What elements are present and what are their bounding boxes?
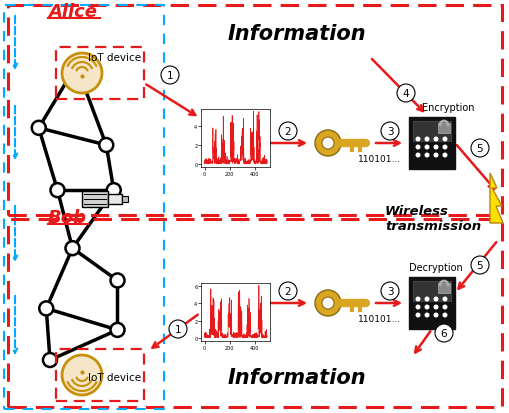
Circle shape (50, 184, 64, 198)
Bar (437, 283, 449, 293)
Circle shape (433, 137, 438, 142)
Circle shape (278, 123, 296, 141)
Text: Wireless
transmission: Wireless transmission (384, 204, 480, 233)
Text: 3: 3 (386, 127, 392, 137)
Circle shape (423, 153, 429, 158)
Circle shape (110, 274, 124, 288)
Text: Decryption: Decryption (408, 262, 462, 272)
Circle shape (423, 313, 429, 318)
Circle shape (423, 137, 429, 142)
Bar (56, 349, 144, 401)
Circle shape (62, 54, 102, 94)
Text: 110101...: 110101... (357, 315, 401, 324)
Circle shape (415, 305, 420, 310)
Text: IoT device: IoT device (88, 53, 141, 63)
Circle shape (433, 305, 438, 310)
Text: 110101...: 110101... (357, 155, 401, 164)
Circle shape (470, 140, 488, 158)
Circle shape (442, 297, 446, 302)
Circle shape (423, 305, 429, 310)
Bar (8, 6, 501, 216)
Circle shape (321, 138, 333, 150)
Circle shape (433, 313, 438, 318)
Circle shape (321, 297, 333, 309)
Circle shape (69, 59, 83, 73)
Circle shape (442, 153, 446, 158)
Circle shape (39, 301, 53, 316)
Bar (8, 219, 501, 407)
Circle shape (110, 323, 124, 337)
Circle shape (415, 313, 420, 318)
Circle shape (415, 297, 420, 302)
Circle shape (315, 131, 341, 157)
Text: 5: 5 (476, 260, 483, 271)
Text: 1: 1 (166, 71, 173, 81)
Circle shape (442, 137, 446, 142)
Text: Information: Information (228, 24, 366, 44)
Circle shape (470, 256, 488, 274)
Bar (437, 124, 449, 134)
Circle shape (65, 242, 79, 256)
Circle shape (433, 145, 438, 150)
Circle shape (423, 297, 429, 302)
Text: 3: 3 (386, 286, 392, 296)
Text: 2: 2 (284, 127, 291, 137)
Text: 4: 4 (402, 89, 409, 99)
Text: 2: 2 (284, 286, 291, 296)
Circle shape (433, 153, 438, 158)
Bar (412, 122, 450, 142)
Bar (56, 48, 144, 100)
Circle shape (442, 313, 446, 318)
Circle shape (62, 355, 102, 395)
Circle shape (415, 145, 420, 150)
Text: Encryption: Encryption (421, 103, 473, 113)
Bar (408, 277, 454, 329)
Circle shape (442, 145, 446, 150)
Circle shape (161, 67, 179, 85)
Circle shape (380, 123, 398, 141)
Circle shape (278, 282, 296, 300)
Circle shape (423, 145, 429, 150)
Text: 1: 1 (175, 324, 181, 334)
Text: IoT device: IoT device (88, 372, 141, 382)
Circle shape (434, 324, 452, 342)
Polygon shape (489, 173, 502, 223)
Bar (412, 281, 450, 301)
Circle shape (168, 320, 187, 338)
Circle shape (315, 290, 341, 316)
Circle shape (415, 137, 420, 142)
Circle shape (415, 153, 420, 158)
Text: Alice: Alice (48, 3, 97, 21)
Circle shape (433, 297, 438, 302)
Text: Information: Information (228, 367, 366, 387)
Circle shape (380, 282, 398, 300)
Text: Bob: Bob (48, 209, 87, 226)
Bar (122, 197, 128, 202)
Bar (4, 6, 164, 409)
Circle shape (106, 184, 121, 198)
Bar (82, 192, 108, 207)
Circle shape (32, 121, 46, 135)
Bar (108, 195, 122, 204)
Text: 6: 6 (440, 328, 446, 338)
Circle shape (442, 305, 446, 310)
Circle shape (43, 353, 57, 367)
Circle shape (396, 85, 414, 103)
Bar (408, 118, 454, 170)
Text: 5: 5 (476, 144, 483, 154)
Circle shape (99, 139, 113, 153)
